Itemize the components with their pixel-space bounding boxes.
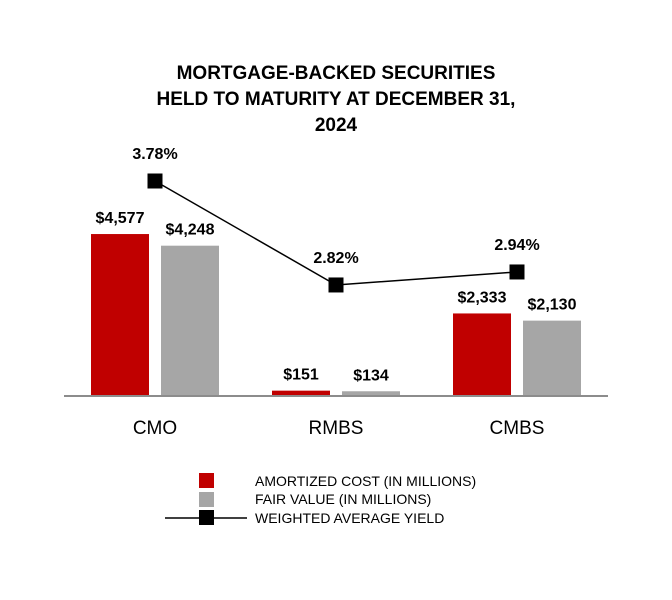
legend-label-fair: FAIR VALUE (IN MILLIONS) bbox=[255, 491, 431, 507]
value-label-amortized-cmo: $4,577 bbox=[96, 210, 145, 227]
bar-amortized-cmo bbox=[91, 234, 149, 396]
yield-marker-rmbs bbox=[328, 277, 344, 293]
category-label-rmbs: RMBS bbox=[309, 418, 364, 439]
bars-group: $4,577 $4,248 $151 $134 $2,333 $2,130 bbox=[91, 210, 581, 396]
legend-yield-marker bbox=[199, 510, 214, 525]
value-label-fair-cmbs: $2,130 bbox=[528, 297, 577, 314]
legend-swatch-amortized bbox=[199, 473, 214, 488]
legend-swatch-fair bbox=[199, 492, 214, 507]
legend-label-yield: WEIGHTED AVERAGE YIELD bbox=[255, 510, 444, 526]
value-label-amortized-rmbs: $151 bbox=[283, 367, 319, 384]
yield-marker-cmbs bbox=[509, 264, 525, 280]
bar-fair-cmo bbox=[161, 245, 219, 396]
bar-amortized-rmbs bbox=[272, 390, 330, 396]
bar-fair-rmbs bbox=[342, 391, 400, 396]
legend: AMORTIZED COST (IN MILLIONS) FAIR VALUE … bbox=[165, 473, 476, 526]
legend-label-amortized: AMORTIZED COST (IN MILLIONS) bbox=[255, 473, 476, 489]
yield-line-group: 3.78% 2.82% 2.94% bbox=[132, 146, 540, 293]
category-labels: CMO RMBS CMBS bbox=[133, 418, 545, 439]
value-label-fair-cmo: $4,248 bbox=[166, 222, 215, 239]
chart-title-line-3: 2024 bbox=[315, 115, 358, 136]
yield-label-cmbs: 2.94% bbox=[494, 237, 539, 254]
category-label-cmbs: CMBS bbox=[490, 418, 545, 439]
category-label-cmo: CMO bbox=[133, 418, 177, 439]
bar-fair-cmbs bbox=[523, 320, 581, 396]
yield-marker-cmo bbox=[147, 173, 163, 189]
yield-label-cmo: 3.78% bbox=[132, 146, 177, 163]
chart-title-line-2: HELD TO MATURITY AT DECEMBER 31, bbox=[157, 89, 516, 110]
yield-label-rmbs: 2.82% bbox=[313, 250, 358, 267]
value-label-amortized-cmbs: $2,333 bbox=[458, 289, 507, 306]
value-label-fair-rmbs: $134 bbox=[353, 367, 389, 384]
chart-title-line-1: MORTGAGE-BACKED SECURITIES bbox=[177, 63, 496, 84]
bar-amortized-cmbs bbox=[453, 313, 511, 396]
